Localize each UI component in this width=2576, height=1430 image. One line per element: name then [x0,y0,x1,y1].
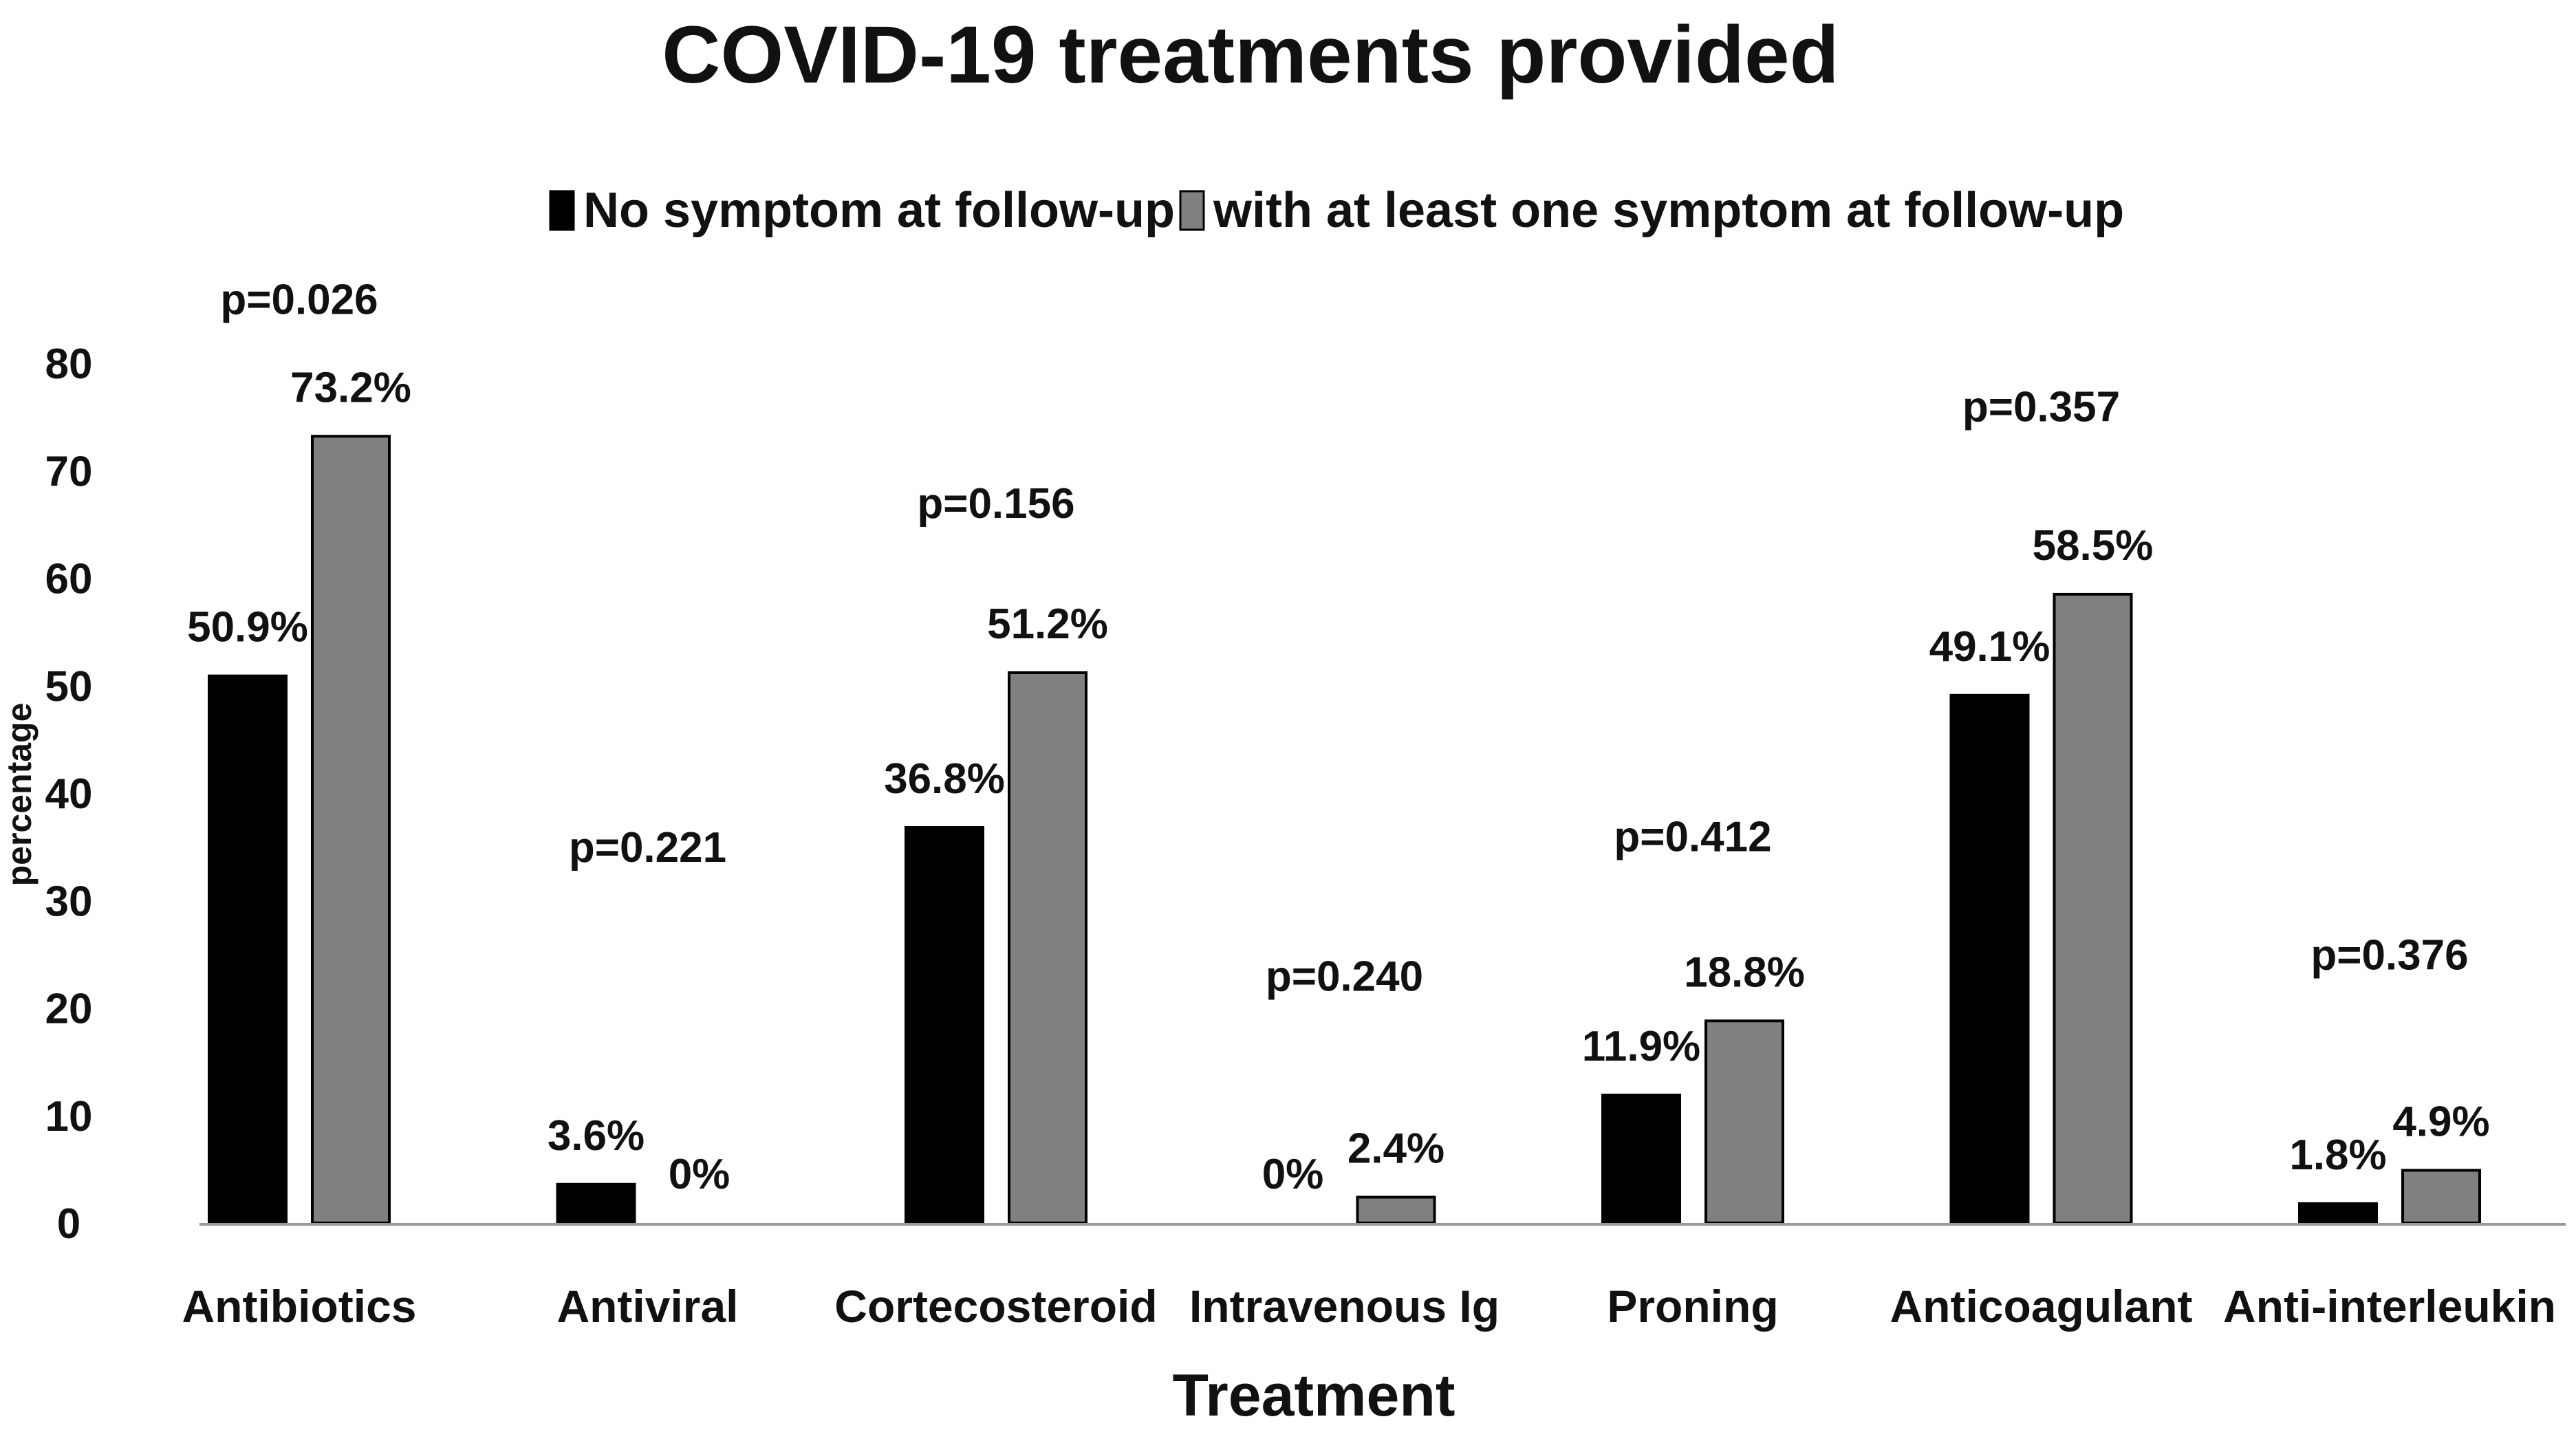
data-label: 49.1% [1929,623,2050,671]
x-tick-label: Anticoagulant [1890,1281,2193,1332]
legend-label-no-symptom: No symptom at follow-up [583,183,1175,238]
bar-no-symptom [1601,1094,1681,1224]
x-tick-label: Antiviral [556,1281,738,1332]
y-tick-label: 10 [45,1093,93,1140]
data-label: 11.9% [1582,1023,1700,1070]
bar-with-symptom [1008,671,1087,1224]
p-value-label: p=0.026 [220,276,378,323]
p-value-label: p=0.156 [917,480,1074,528]
y-axis-ticks: 0 10 20 30 40 50 60 70 80 [45,340,93,1248]
y-tick-label: 0 [57,1200,80,1248]
y-tick-label: 60 [45,556,93,603]
legend: No symptom at follow-up with at least on… [549,183,2124,238]
data-label: 4.9% [2392,1098,2489,1145]
data-label: 73.2% [290,364,411,411]
p-value-label: p=0.376 [2310,931,2468,979]
data-label: 3.6% [548,1112,645,1160]
bar-no-symptom [1949,693,2030,1224]
legend-label-with-symptom: with at least one symptom at follow-up [1213,183,2124,238]
data-label: 51.2% [987,600,1108,648]
x-axis-title: Treatment [1172,1363,1455,1429]
data-label: 18.8% [1684,949,1805,996]
bar-with-symptom [1356,1195,1436,1224]
data-label: 50.9% [187,604,308,651]
chart-title: COVID-19 treatments provided [662,10,1839,100]
x-axis-categories: Antibiotics Antiviral Cortecosteroid Intrav… [182,1281,2557,1332]
bar-no-symptom [208,674,288,1224]
p-value-label: p=0.240 [1266,953,1423,1001]
bar-no-symptom [2298,1202,2378,1224]
y-tick-label: 30 [45,878,93,925]
p-value-label: p=0.221 [569,824,726,871]
bar-no-symptom [905,826,984,1224]
y-tick-label: 70 [45,448,93,495]
data-label: 36.8% [884,755,1005,803]
y-tick-label: 80 [45,340,93,388]
p-value-labels: p=0.026 p=0.221 p=0.156 p=0.240 p=0.412 p=0.3… [220,276,2468,1000]
p-value-label: p=0.357 [1962,384,2120,431]
data-label: 2.4% [1347,1125,1444,1173]
data-label: 58.5% [2033,522,2154,570]
y-tick-label: 40 [45,770,93,818]
x-tick-label: Proning [1607,1281,1778,1332]
data-label: 0% [669,1151,730,1198]
x-tick-label: Antibiotics [182,1281,417,1332]
data-labels: 50.9% 73.2% 3.6% 0% 36.8% 51.2% 0% 2.4% 11.9% 18.… [187,364,2490,1198]
x-tick-label: Cortecosteroid [834,1281,1157,1332]
x-tick-label: Intravenous Ig [1189,1281,1500,1332]
bar-with-symptom [2401,1169,2481,1224]
bar-with-symptom [2053,592,2133,1224]
legend-swatch-no-symptom [549,190,575,231]
x-tick-label: Anti-interleukin [2223,1281,2556,1332]
legend-swatch-with-symptom [1179,190,1205,231]
p-value-label: p=0.412 [1614,814,1771,861]
y-axis-title: percentage [0,703,39,887]
data-label: 0% [1262,1151,1324,1198]
data-label: 1.8% [2289,1131,2386,1179]
bar-with-symptom [1704,1019,1784,1224]
y-tick-label: 50 [45,663,93,711]
y-tick-label: 20 [45,986,93,1033]
bar-with-symptom [311,435,391,1224]
bar-no-symptom [556,1182,636,1224]
